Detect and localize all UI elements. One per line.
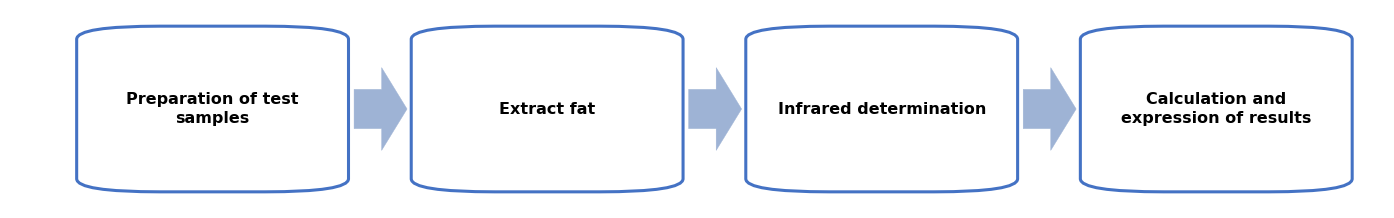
FancyBboxPatch shape (411, 26, 683, 192)
FancyBboxPatch shape (1080, 26, 1352, 192)
Polygon shape (1023, 68, 1076, 150)
Text: Preparation of test
samples: Preparation of test samples (127, 92, 298, 126)
Text: Calculation and
expression of results: Calculation and expression of results (1121, 92, 1312, 126)
Text: Extract fat: Extract fat (499, 102, 595, 116)
FancyBboxPatch shape (746, 26, 1018, 192)
Polygon shape (689, 68, 742, 150)
Polygon shape (354, 68, 407, 150)
Text: Infrared determination: Infrared determination (778, 102, 986, 116)
FancyBboxPatch shape (77, 26, 348, 192)
